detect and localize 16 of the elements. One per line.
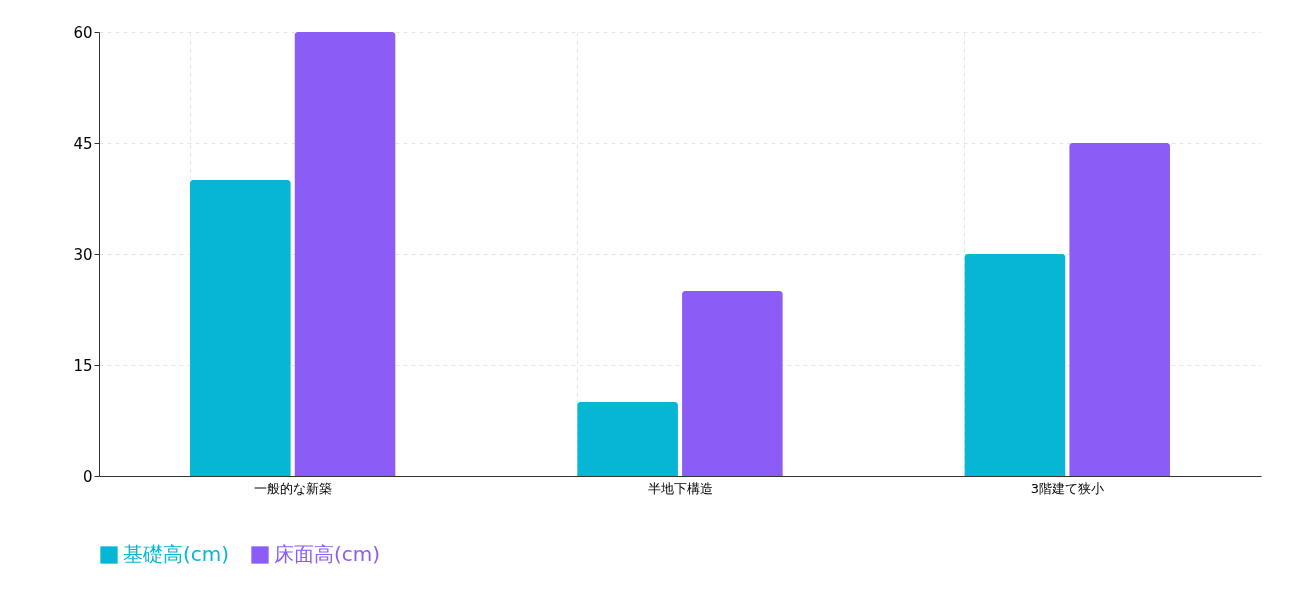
- x-tick-label: 一般的な新築: [253, 480, 332, 496]
- x-tick-label: 3階建て狭小: [1030, 480, 1104, 496]
- y-tick-label: 45: [73, 134, 93, 153]
- legend-label: 床面高(cm): [274, 542, 381, 566]
- y-tick-label: 0: [82, 467, 93, 486]
- y-tick-label: 30: [73, 245, 93, 264]
- bar: [190, 180, 291, 476]
- bar: [294, 32, 396, 476]
- bar: [1069, 143, 1170, 476]
- bar: [682, 291, 783, 476]
- y-tick-label: 15: [73, 356, 93, 375]
- y-tick-label: 60: [73, 23, 93, 42]
- legend-label: 基礎高(cm): [123, 542, 230, 566]
- bar: [577, 402, 678, 476]
- x-tick-label: 半地下構造: [647, 480, 713, 496]
- bar: [964, 254, 1066, 476]
